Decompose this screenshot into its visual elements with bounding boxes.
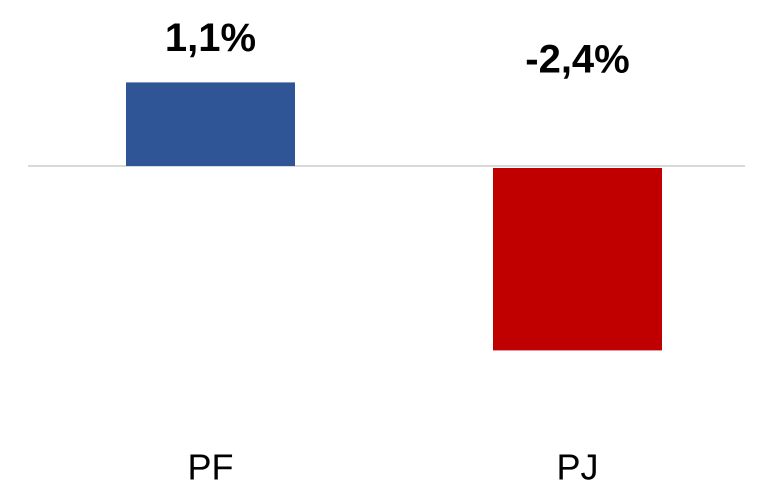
bar [493, 168, 662, 351]
x-tick-label: PJ [556, 447, 598, 488]
value-label: 1,1% [165, 16, 256, 60]
value-label: -2,4% [525, 38, 630, 82]
bar [126, 82, 295, 166]
x-tick-label: PF [187, 447, 233, 488]
